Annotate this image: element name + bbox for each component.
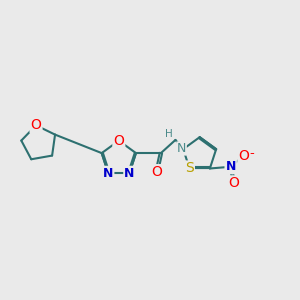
Text: N: N (103, 167, 113, 180)
Text: O: O (151, 165, 162, 179)
Text: S: S (185, 161, 194, 176)
Text: +: + (236, 156, 243, 165)
Text: H: H (165, 129, 173, 139)
Text: N: N (226, 160, 236, 173)
Text: -: - (249, 147, 254, 161)
Text: O: O (238, 149, 249, 163)
Text: O: O (113, 134, 124, 148)
Text: O: O (31, 118, 41, 132)
Text: N: N (177, 142, 186, 155)
Text: O: O (229, 176, 240, 190)
Text: N: N (124, 167, 135, 180)
